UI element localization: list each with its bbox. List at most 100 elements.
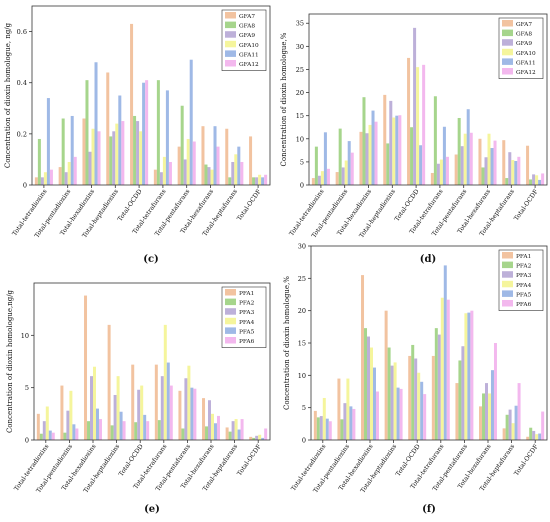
- plot-frame: [33, 282, 271, 441]
- bar-GFA10-4: [139, 131, 143, 185]
- bar-GFA11-6: [466, 109, 470, 185]
- bar-PFA4-3: [116, 376, 120, 440]
- y-tick-label: 30: [296, 43, 304, 51]
- bar-PFA5-3: [119, 411, 123, 440]
- y-tick-label: 15: [296, 112, 304, 120]
- legend-swatch-PFA3: [502, 271, 513, 278]
- bar-GFA10-9: [258, 174, 262, 185]
- bar-GFA8-0: [37, 138, 41, 185]
- bar-PFA3-4: [414, 358, 418, 440]
- bar-PFA5-6: [190, 387, 194, 440]
- legend-label: GFA12: [516, 70, 536, 76]
- bar-PFA4-1: [69, 390, 73, 440]
- bar-PFA4-2: [370, 347, 373, 440]
- legend-swatch-PFA2: [225, 298, 236, 306]
- bar-PFA6-5: [446, 299, 450, 440]
- bar-GFA10-5: [162, 156, 166, 185]
- bar-GFA12-0: [49, 169, 53, 185]
- y-tick-label: 0.2: [17, 130, 27, 138]
- bar-GFA10-0: [320, 171, 324, 185]
- bar-PFA2-6: [458, 360, 462, 440]
- bar-PFA2-8: [505, 414, 509, 440]
- bar-GFA12-8: [517, 156, 521, 185]
- bar-GFA11-9: [261, 177, 265, 185]
- bar-GFA7-8: [225, 128, 229, 185]
- bar-PFA5-2: [95, 408, 99, 440]
- x-tick-label: Total-OCDF: [513, 443, 540, 478]
- bar-PFA5-8: [237, 429, 241, 440]
- bar-PFA4-4: [417, 372, 421, 440]
- bar-GFA11-4: [142, 82, 146, 185]
- bar-GFA8-1: [338, 128, 342, 185]
- y-tick-label: 15: [298, 340, 306, 348]
- x-tick-label: Total-OCDF: [513, 188, 540, 223]
- bar-PFA2-2: [87, 421, 91, 440]
- legend-swatch-GFA7: [225, 12, 236, 19]
- legend-label: PFA6: [516, 302, 532, 308]
- bar-PFA1-5: [431, 355, 435, 440]
- bar-GFA10-4: [416, 67, 420, 185]
- bar-PFA3-0: [42, 421, 46, 440]
- bar-GFA8-7: [481, 167, 485, 185]
- bar-PFA1-8: [225, 427, 229, 440]
- bar-PFA6-4: [146, 421, 150, 440]
- bar-PFA6-9: [264, 428, 268, 440]
- bar-PFA2-0: [316, 417, 320, 440]
- legend-swatch-GFA9: [225, 31, 236, 38]
- legend-label: PFA4: [516, 283, 532, 289]
- panel-label: (d): [420, 254, 436, 265]
- bar-PFA5-6: [467, 312, 471, 440]
- y-tick-label: 0.4: [17, 79, 27, 87]
- bar-GFA12-4: [422, 64, 426, 185]
- legend-label: GFA7: [516, 22, 532, 28]
- bar-PFA3-2: [367, 336, 370, 440]
- bar-GFA11-3: [118, 95, 122, 185]
- bar-GFA9-0: [317, 175, 321, 185]
- bar-GFA12-9: [541, 173, 545, 185]
- bar-PFA2-7: [482, 393, 486, 440]
- bar-GFA12-5: [168, 161, 172, 185]
- bar-GFA11-9: [538, 179, 542, 185]
- legend-swatch-PFA4: [225, 317, 236, 325]
- bar-GFA11-5: [442, 126, 446, 185]
- bar-GFA9-2: [365, 133, 369, 185]
- y-tick-label: 5: [302, 404, 306, 412]
- bar-GFA11-7: [490, 148, 494, 185]
- bar-PFA3-2: [90, 376, 93, 440]
- bar-GFA12-7: [216, 146, 220, 185]
- bar-PFA1-3: [384, 310, 388, 440]
- bar-GFA10-2: [91, 128, 95, 185]
- legend-label: GFA10: [516, 51, 536, 57]
- bar-PFA1-3: [107, 324, 111, 440]
- bar-PFA3-3: [390, 365, 394, 440]
- bar-GFA11-8: [237, 146, 241, 185]
- bar-GFA10-6: [463, 133, 467, 185]
- bar-GFA9-7: [207, 167, 211, 185]
- bar-PFA6-9: [541, 411, 545, 440]
- bar-PFA4-7: [488, 393, 491, 440]
- bar-PFA1-0: [36, 413, 40, 440]
- bar-PFA4-8: [511, 423, 515, 440]
- bar-GFA8-5: [156, 80, 160, 185]
- bar-GFA9-9: [532, 174, 536, 185]
- bar-PFA3-0: [319, 416, 323, 440]
- legend-swatch-PFA5: [225, 327, 236, 334]
- bar-GFA12-2: [374, 121, 378, 185]
- bar-PFA3-8: [231, 421, 235, 440]
- legend-label: PFA1: [516, 254, 531, 260]
- y-tick-label: 5: [25, 384, 29, 392]
- bar-PFA3-6: [184, 378, 188, 440]
- bar-GFA12-4: [145, 80, 149, 185]
- legend-label: PFA2: [516, 264, 532, 270]
- bar-PFA4-8: [234, 419, 238, 440]
- bar-GFA11-7: [213, 126, 217, 185]
- y-tick-label: 10: [296, 135, 304, 143]
- y-tick-label: 0: [23, 182, 27, 190]
- legend-swatch-PFA5: [502, 290, 513, 297]
- legend-label: GFA11: [516, 60, 536, 66]
- bar-GFA10-7: [487, 133, 491, 185]
- y-tick-label: 25: [296, 66, 304, 74]
- y-axis-title: Concentration of dioxin homologue,%: [280, 32, 288, 166]
- bar-GFA8-9: [529, 179, 533, 185]
